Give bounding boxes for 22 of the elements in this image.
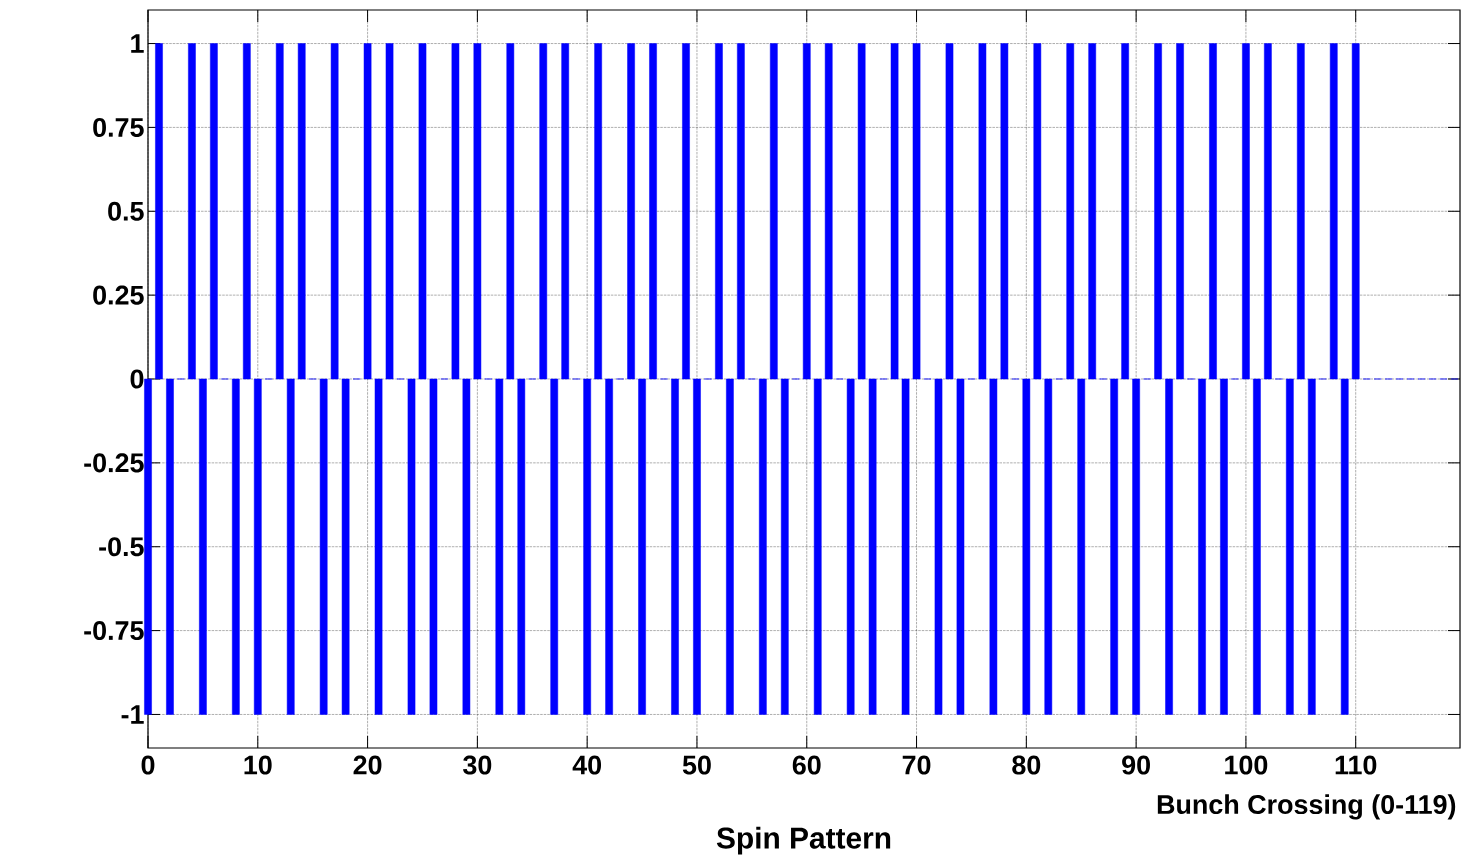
x-tick-label: 10 <box>244 755 272 775</box>
y-tick-label: 0.75 <box>93 117 144 137</box>
x-tick-label: 110 <box>1335 755 1377 775</box>
x-tick-label: 90 <box>1122 755 1150 775</box>
x-tick-label: 70 <box>902 755 931 775</box>
y-tick-label: -1 <box>121 705 144 724</box>
x-tick-label: 60 <box>792 755 821 775</box>
x-tick-label: 50 <box>682 755 711 775</box>
y-tick-label: -0.5 <box>99 537 144 557</box>
y-tick-label: 1 <box>131 34 144 53</box>
y-tick-label: 0.25 <box>93 285 144 305</box>
y-tick-label: -0.25 <box>84 453 144 473</box>
x-tick-label: 80 <box>1012 755 1041 775</box>
x-tick-label: 40 <box>572 755 602 775</box>
y-tick-label: -0.75 <box>84 621 144 641</box>
y-tick-label: 0 <box>130 369 144 389</box>
x-tick-label: 100 <box>1225 755 1268 775</box>
x-tick-label: 30 <box>463 755 492 775</box>
text: Spin Pattern <box>716 826 891 855</box>
y-tick-label: 0.5 <box>108 201 144 221</box>
x-axis-title: Bunch Crossing (0-119) <box>1157 794 1456 820</box>
x-tick-label: 20 <box>353 755 382 775</box>
